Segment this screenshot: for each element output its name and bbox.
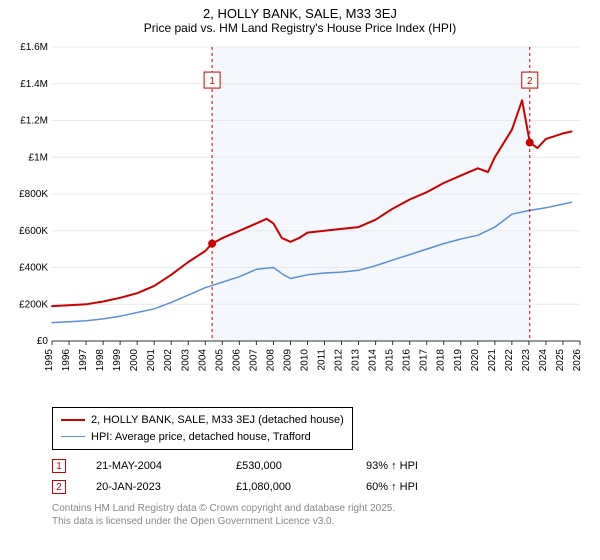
- transaction-date: 21-MAY-2004: [96, 456, 206, 477]
- svg-text:2000: 2000: [129, 349, 140, 372]
- legend-box: 2, HOLLY BANK, SALE, M33 3EJ (detached h…: [52, 407, 353, 450]
- svg-text:2018: 2018: [436, 349, 447, 372]
- svg-text:2015: 2015: [385, 349, 396, 372]
- svg-text:£600K: £600K: [19, 226, 48, 237]
- svg-text:2025: 2025: [555, 349, 566, 372]
- footer-line-2: This data is licensed under the Open Gov…: [52, 515, 590, 528]
- marker-badge: 1: [52, 459, 66, 473]
- footer-attribution: Contains HM Land Registry data © Crown c…: [52, 502, 590, 528]
- svg-text:£1M: £1M: [29, 152, 48, 163]
- transaction-row: 1 21-MAY-2004 £530,000 93% ↑ HPI: [52, 456, 590, 477]
- svg-text:2022: 2022: [504, 349, 515, 372]
- svg-text:£400K: £400K: [19, 263, 48, 274]
- chart-area: £0 £200K £400K £600K £800K £1M £1.2M £1.4M £1.6M…: [10, 41, 590, 401]
- svg-text:2005: 2005: [214, 349, 225, 372]
- transaction-delta: 93% ↑ HPI: [366, 456, 418, 477]
- svg-text:£0: £0: [37, 336, 49, 347]
- transaction-date: 20-JAN-2023: [96, 477, 206, 498]
- transaction-row: 2 20-JAN-2023 £1,080,000 60% ↑ HPI: [52, 477, 590, 498]
- legend-label: HPI: Average price, detached house, Traf…: [91, 429, 311, 446]
- svg-text:2026: 2026: [572, 349, 583, 372]
- svg-text:2: 2: [527, 76, 533, 87]
- svg-text:1995: 1995: [44, 349, 55, 372]
- svg-text:2012: 2012: [334, 349, 345, 372]
- svg-text:1999: 1999: [112, 349, 123, 372]
- svg-text:2024: 2024: [538, 349, 549, 372]
- svg-text:2014: 2014: [368, 349, 379, 372]
- legend-label: 2, HOLLY BANK, SALE, M33 3EJ (detached h…: [91, 412, 344, 429]
- chart-title: 2, HOLLY BANK, SALE, M33 3EJ: [10, 6, 590, 21]
- transactions-table: 1 21-MAY-2004 £530,000 93% ↑ HPI 2 20-JAN-202…: [52, 456, 590, 498]
- svg-text:1: 1: [209, 76, 215, 87]
- svg-text:£800K: £800K: [19, 189, 48, 200]
- legend-item: 2, HOLLY BANK, SALE, M33 3EJ (detached h…: [61, 412, 344, 429]
- svg-text:2011: 2011: [317, 349, 328, 371]
- svg-text:£1.6M: £1.6M: [20, 42, 48, 53]
- svg-text:2010: 2010: [299, 349, 310, 372]
- legend-swatch: [61, 419, 85, 421]
- svg-text:2008: 2008: [265, 349, 276, 372]
- svg-text:2021: 2021: [487, 349, 498, 372]
- svg-text:2002: 2002: [163, 349, 174, 372]
- svg-text:2019: 2019: [453, 349, 464, 372]
- svg-text:2004: 2004: [197, 349, 208, 372]
- transaction-price: £1,080,000: [236, 477, 336, 498]
- transaction-delta: 60% ↑ HPI: [366, 477, 418, 498]
- svg-text:2009: 2009: [282, 349, 293, 372]
- svg-text:2020: 2020: [470, 349, 481, 372]
- transaction-price: £530,000: [236, 456, 336, 477]
- svg-text:2017: 2017: [419, 349, 430, 372]
- chart-subtitle: Price paid vs. HM Land Registry's House …: [10, 21, 590, 35]
- svg-text:£1.4M: £1.4M: [20, 79, 48, 90]
- svg-text:2007: 2007: [248, 349, 259, 372]
- legend-item: HPI: Average price, detached house, Traf…: [61, 429, 344, 446]
- footer-line-1: Contains HM Land Registry data © Crown c…: [52, 502, 590, 515]
- svg-text:£200K: £200K: [19, 299, 48, 310]
- line-chart: £0 £200K £400K £600K £800K £1M £1.2M £1.4M £1.6M…: [10, 41, 590, 401]
- legend-swatch: [61, 436, 85, 437]
- svg-text:2013: 2013: [351, 349, 362, 372]
- svg-text:2001: 2001: [146, 349, 157, 372]
- svg-text:£1.2M: £1.2M: [20, 116, 48, 127]
- svg-text:1996: 1996: [61, 349, 72, 372]
- svg-text:2023: 2023: [521, 349, 532, 372]
- svg-text:2016: 2016: [402, 349, 413, 372]
- svg-text:1998: 1998: [95, 349, 106, 372]
- marker-badge: 2: [52, 480, 66, 494]
- svg-text:1997: 1997: [78, 349, 89, 372]
- svg-text:2006: 2006: [231, 349, 242, 372]
- svg-text:2003: 2003: [180, 349, 191, 372]
